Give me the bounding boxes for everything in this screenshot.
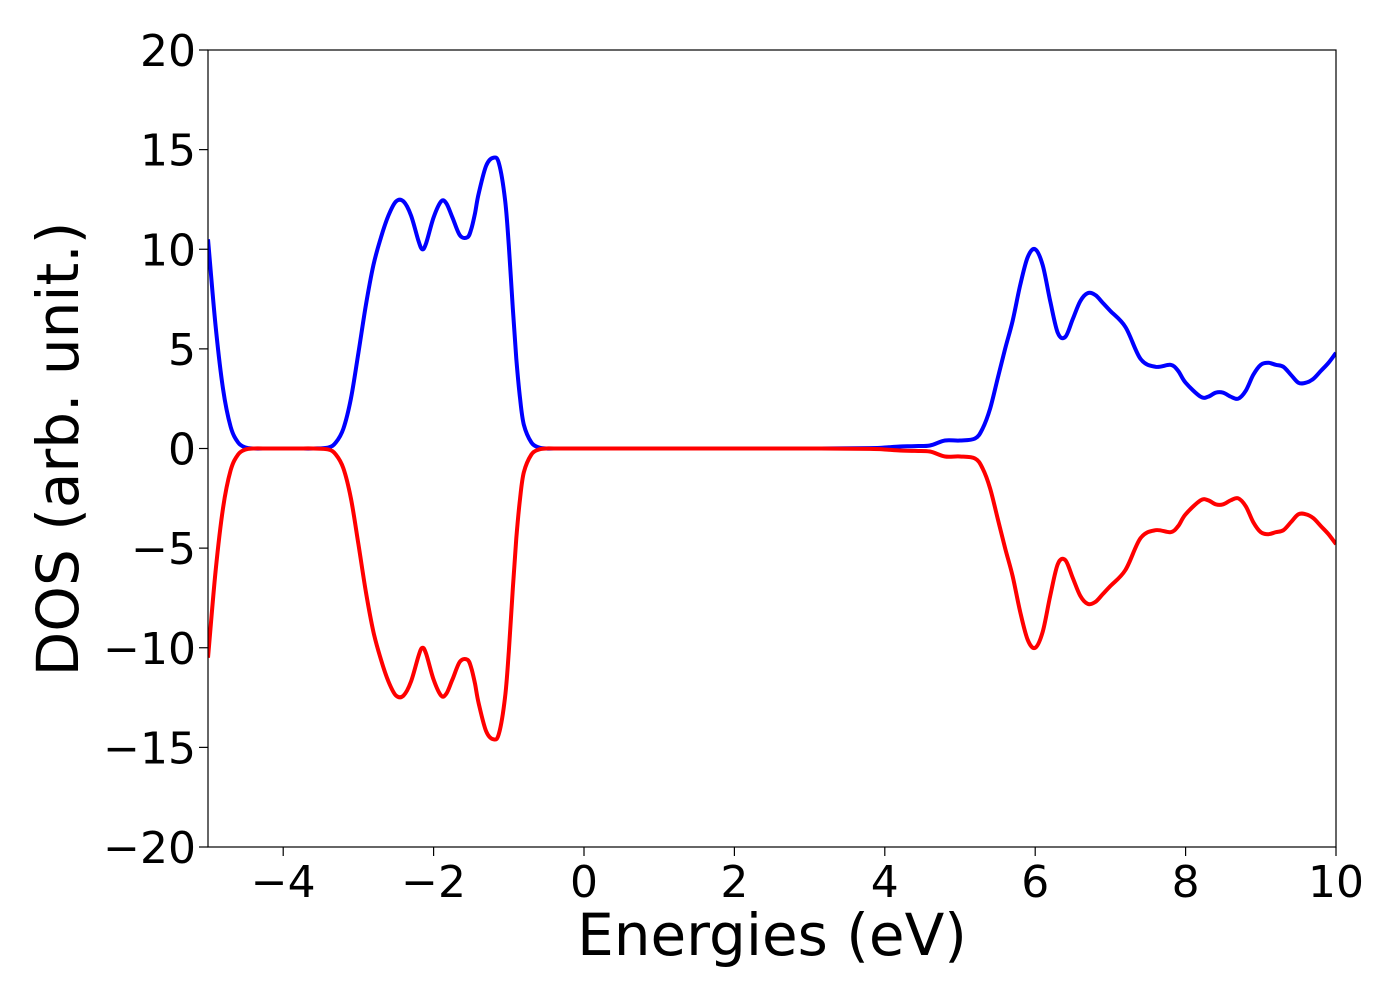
x-tick-label: 4 [871,857,899,908]
y-tick-label: 15 [140,126,196,177]
x-tick-label: −4 [251,857,316,908]
x-axis: −4 −2 0 2 4 6 8 10 [251,847,1364,908]
y-axis-title: DOS (arb. unit.) [24,222,92,677]
y-tick-label: 10 [140,225,196,276]
y-tick-label: −15 [103,723,196,774]
x-tick-label: 0 [570,857,598,908]
x-tick-label: 2 [720,857,748,908]
series-line-1 [208,446,1336,742]
y-axis: −20 −15 −10 −5 0 5 10 15 20 [103,26,208,874]
y-tick-label: −20 [103,823,196,874]
x-tick-label: −2 [401,857,466,908]
x-tick-label: 8 [1172,857,1200,908]
y-tick-label: 20 [140,26,196,77]
y-tick-label: 5 [168,325,196,376]
x-axis-title: Energies (eV) [577,901,967,969]
y-tick-label: 0 [168,425,196,476]
series-layer [208,155,1336,742]
y-tick-label: −5 [131,524,196,575]
x-tick-label: 10 [1308,857,1364,908]
x-tick-label: 6 [1021,857,1049,908]
y-tick-label: −10 [103,624,196,675]
